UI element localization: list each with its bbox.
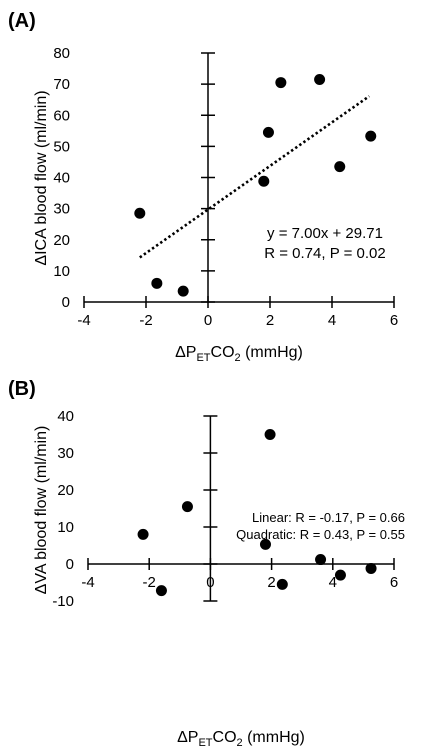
data-point	[155, 585, 167, 597]
y-tick-label: 40	[53, 170, 70, 187]
y-tick-label: 20	[57, 482, 74, 499]
annotation-text: Linear: R = -0.17, P = 0.66	[252, 510, 405, 525]
y-tick-label: 40	[57, 408, 74, 425]
x-axis-title-part: CO	[213, 729, 237, 746]
x-axis-title-part: (mmHg)	[243, 729, 305, 746]
annotation-text: y = 7.00x + 29.71	[267, 225, 383, 242]
x-tick-label: 4	[328, 312, 336, 329]
data-point	[334, 569, 346, 581]
y-tick-label: 20	[53, 232, 70, 249]
annotation-text: Quadratic: R = 0.43, P = 0.55	[236, 527, 405, 542]
y-tick-label: 80	[53, 45, 70, 62]
data-point	[365, 130, 377, 142]
data-point	[137, 528, 149, 540]
data-point	[151, 277, 163, 289]
data-point	[334, 161, 346, 173]
panel-label: (A)	[8, 10, 36, 32]
data-point	[275, 77, 287, 89]
x-axis-title-part: (mmHg)	[241, 344, 303, 361]
x-tick-label: 2	[266, 312, 274, 329]
data-point	[262, 126, 274, 138]
y-tick-label: 0	[62, 294, 70, 311]
data-point	[134, 207, 146, 219]
x-axis-title-subscript: 2	[235, 352, 241, 364]
x-tick-label: 4	[329, 574, 337, 591]
y-tick-label: 30	[53, 201, 70, 218]
y-tick-label: 60	[53, 107, 70, 124]
x-axis-title: ΔPETCO2 (mmHg)	[175, 344, 303, 364]
regression-line	[139, 95, 370, 259]
x-tick-label: -2	[139, 312, 152, 329]
y-tick-label: 70	[53, 76, 70, 93]
x-tick-label: -4	[81, 574, 94, 591]
x-axis-title-subscript: ET	[196, 352, 210, 364]
y-tick-label: 50	[53, 138, 70, 155]
data-point	[314, 73, 326, 85]
x-tick-label: -4	[77, 312, 90, 329]
data-point	[315, 554, 327, 566]
data-point	[258, 175, 270, 187]
x-axis-title-part: CO	[211, 344, 235, 361]
x-tick-label: -2	[143, 574, 156, 591]
y-tick-label: 10	[53, 263, 70, 280]
x-axis-title-subscript: ET	[198, 737, 212, 749]
data-point	[264, 429, 276, 440]
x-tick-label: 6	[390, 312, 398, 329]
x-axis-title: ΔPETCO2 (mmHg)	[177, 729, 305, 749]
x-axis-title-part: ΔP	[175, 344, 196, 361]
data-point	[259, 538, 271, 550]
chart-panel-b: (B) -4 -2 0 2 4 6 -10 0 10 20 30 40 ΔVA blood flow (m…	[8, 378, 405, 749]
x-tick-label: 0	[206, 574, 214, 591]
data-point	[276, 578, 288, 590]
data-point	[365, 562, 377, 574]
x-tick-label: 6	[390, 574, 398, 591]
y-tick-label: -10	[52, 593, 74, 610]
y-axis-title: ΔVA blood flow (ml/min)	[33, 426, 50, 595]
y-tick-label: 0	[66, 556, 74, 573]
data-point	[181, 501, 193, 513]
annotation-text: R = 0.74, P = 0.02	[264, 245, 385, 262]
x-axis-title-subscript: 2	[237, 737, 243, 749]
x-tick-label: 2	[267, 574, 275, 591]
panel-label: (B)	[8, 378, 36, 400]
x-axis-title-part: ΔP	[177, 729, 198, 746]
data-point	[177, 285, 189, 297]
x-tick-label: 0	[204, 312, 212, 329]
y-axis-title: ΔICA blood flow (ml/min)	[33, 90, 50, 265]
y-tick-label: 10	[57, 519, 74, 536]
y-tick-label: 30	[57, 445, 74, 462]
